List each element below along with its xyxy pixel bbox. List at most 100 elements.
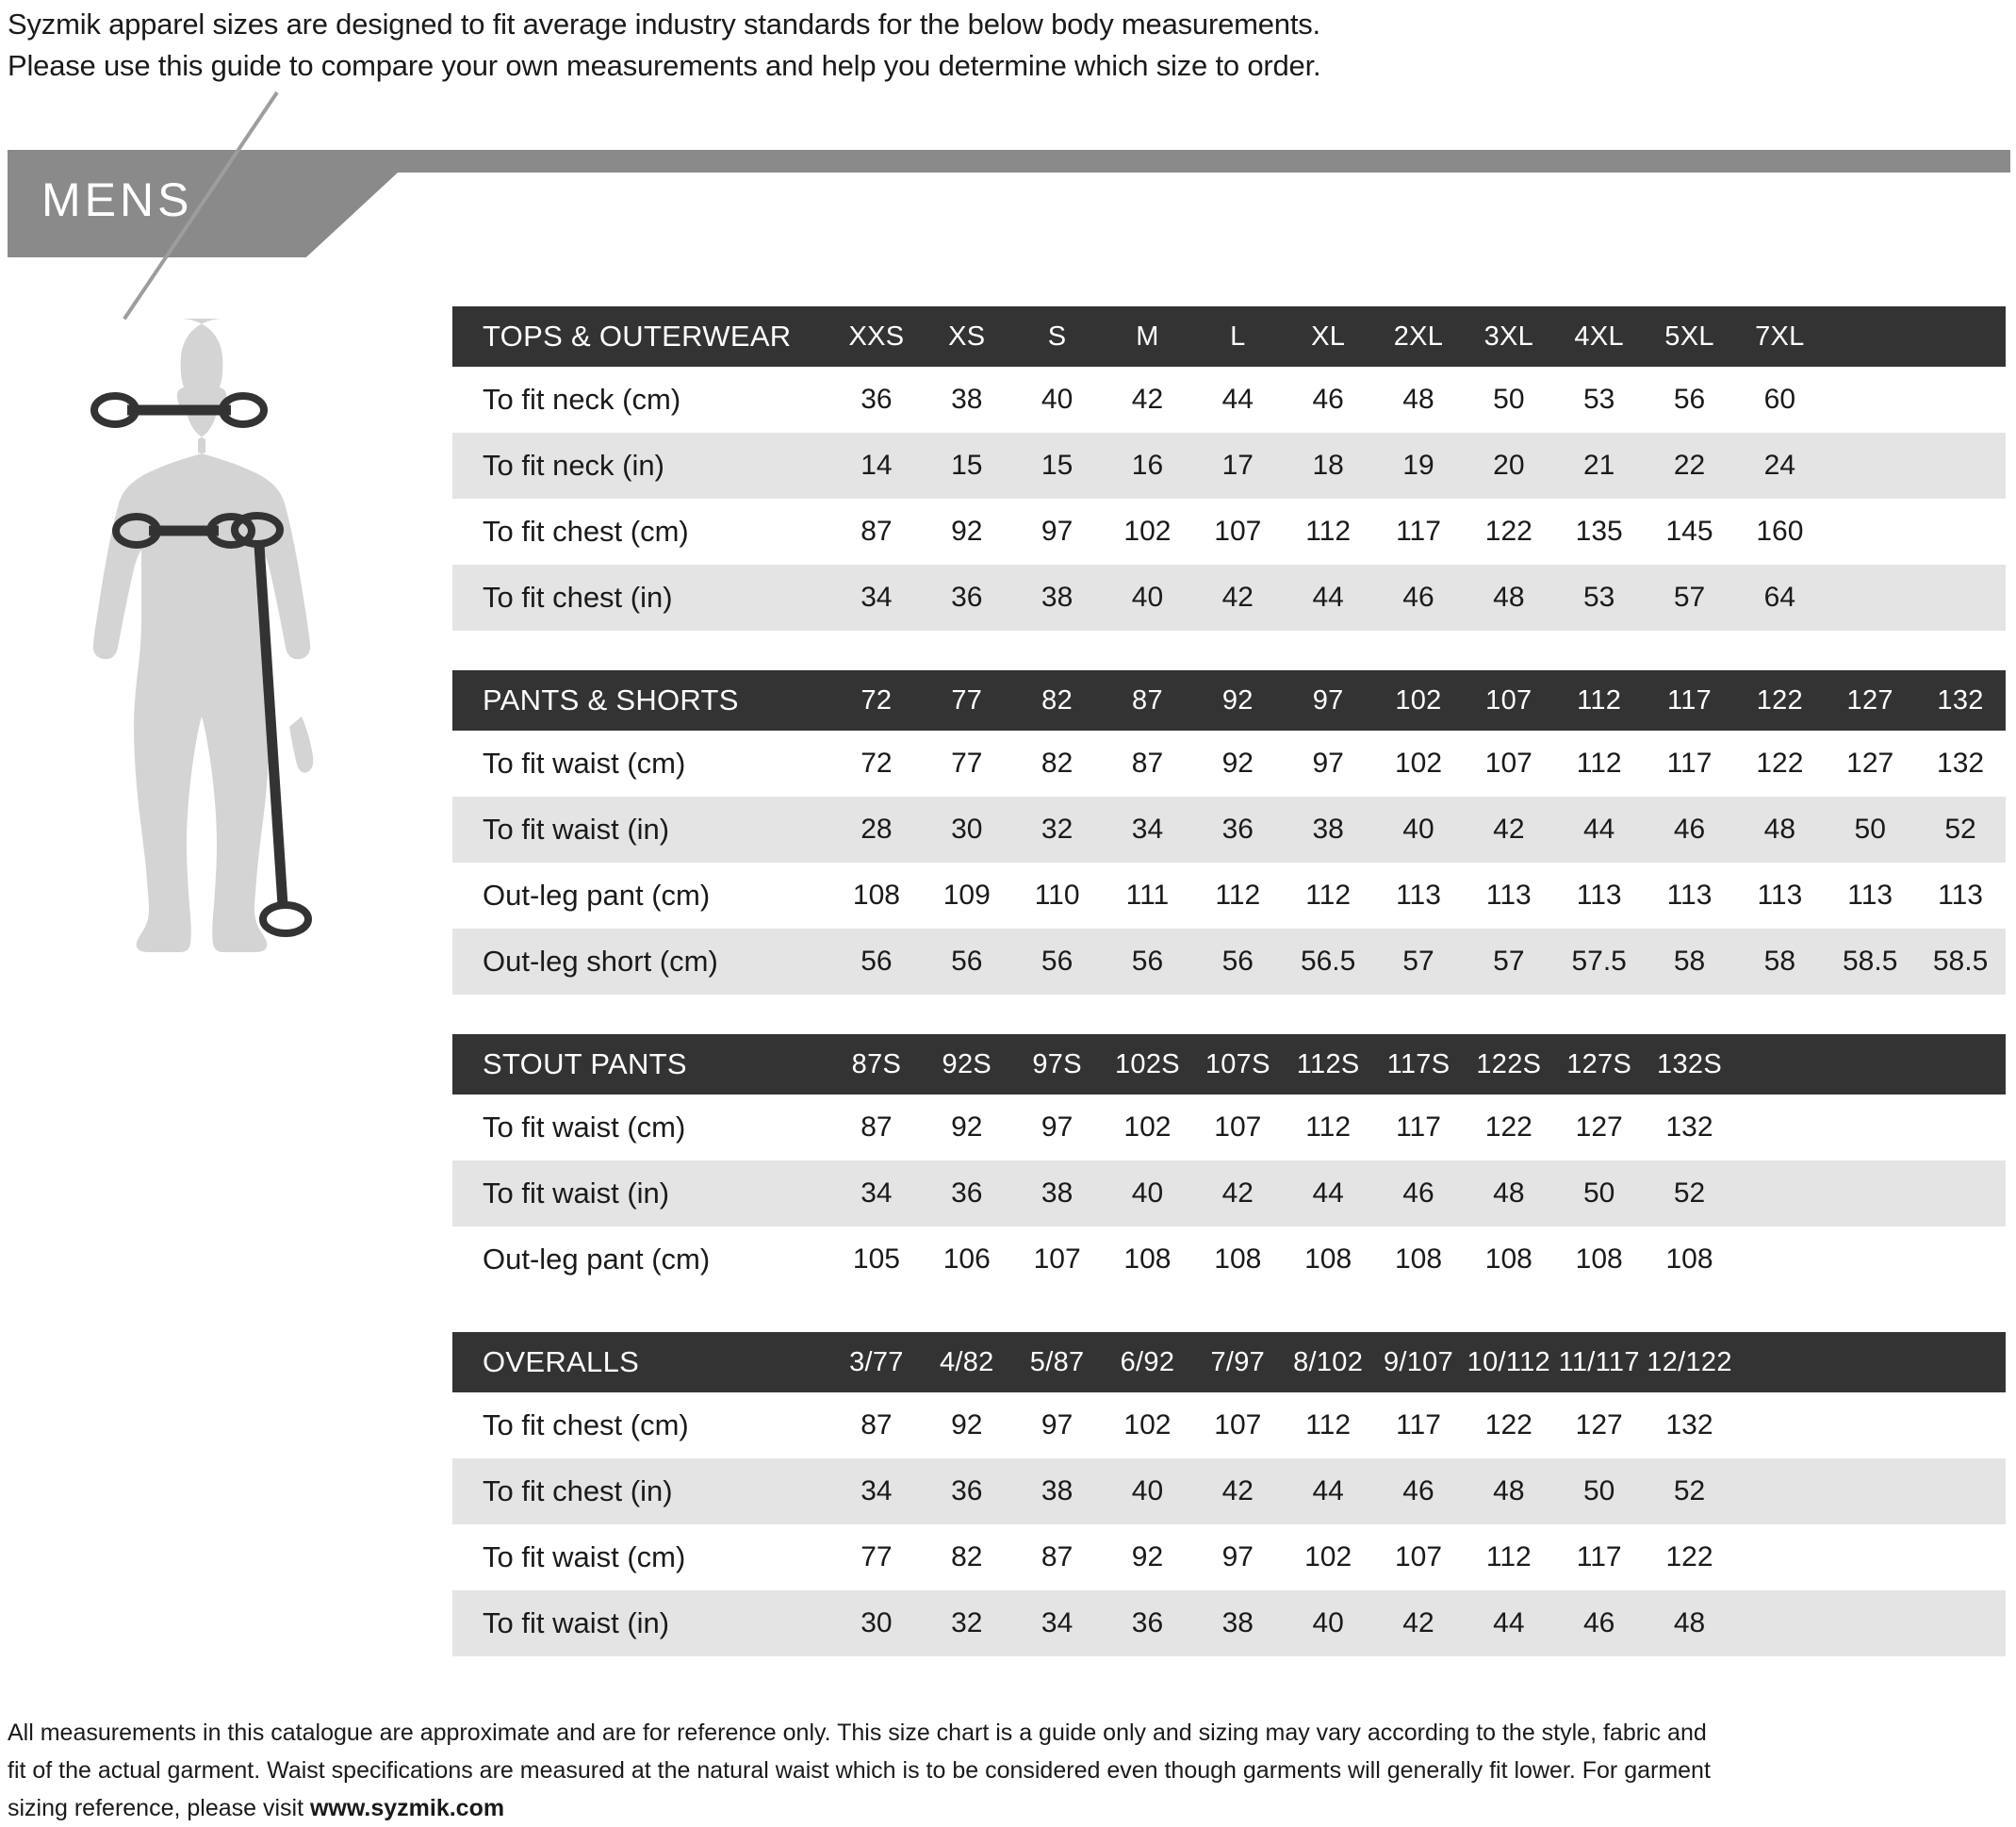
table-cell: 22 xyxy=(1644,433,1735,499)
table-cell: 112 xyxy=(1283,1095,1374,1160)
table-cell xyxy=(1825,1095,1916,1160)
table-cell: 117 xyxy=(1373,1095,1464,1160)
column-header: 4XL xyxy=(1553,306,1645,367)
column-header xyxy=(1734,1332,1826,1392)
table-cell xyxy=(1915,433,2006,499)
table-cell: 36 xyxy=(1192,797,1284,863)
table-cell: 87 xyxy=(1102,731,1193,797)
table-cell: 92 xyxy=(1102,1524,1193,1590)
row-label: Out-leg pant (cm) xyxy=(452,1226,831,1292)
table-cell: 113 xyxy=(1734,863,1826,929)
table-cell: 42 xyxy=(1192,1160,1284,1226)
table-cell: 77 xyxy=(831,1524,922,1590)
body-silhouette-icon xyxy=(92,319,314,952)
syzmik-website-link[interactable]: www.syzmik.com xyxy=(309,1795,505,1821)
table-cell: 108 xyxy=(1553,1226,1645,1292)
size-table-stout-pants: STOUT PANTS 87S 92S 97S 102S 107S 112S 117S 122S… xyxy=(452,1034,2006,1292)
table-cell: 53 xyxy=(1553,367,1645,433)
table-cell: 34 xyxy=(831,565,922,631)
table-cell xyxy=(1734,1392,1826,1458)
table-cell: 34 xyxy=(1102,797,1193,863)
table-cell: 132 xyxy=(1644,1095,1735,1160)
column-header: XXS xyxy=(831,306,922,367)
table-cell: 50 xyxy=(1463,367,1554,433)
table-cell: 40 xyxy=(1011,367,1103,433)
table-row: Out-leg pant (cm) 105 106 107 108 108 108 108 10… xyxy=(452,1226,2006,1292)
table-cell xyxy=(1825,1590,1916,1656)
table-row: To fit waist (in) 34 36 38 40 42 44 46 48 50 52 xyxy=(452,1160,2006,1226)
column-header: 9/107 xyxy=(1373,1332,1464,1392)
column-header: 5/87 xyxy=(1011,1332,1103,1392)
table-cell: 44 xyxy=(1192,367,1284,433)
column-header: XS xyxy=(921,306,1012,367)
column-header: 72 xyxy=(831,670,922,731)
table-cell: 108 xyxy=(1192,1226,1284,1292)
table-row: To fit waist (in) 28 30 32 34 36 38 40 42 44 46 48 5… xyxy=(452,797,2006,863)
table-cell: 87 xyxy=(831,1095,922,1160)
column-header: 107 xyxy=(1463,670,1554,731)
table-cell: 18 xyxy=(1283,433,1374,499)
table-cell: 44 xyxy=(1283,1160,1374,1226)
table-cell: 42 xyxy=(1463,797,1554,863)
table-cell: 87 xyxy=(831,1392,922,1458)
column-header: 3XL xyxy=(1463,306,1554,367)
table-cell: 58 xyxy=(1644,929,1735,995)
table-cell xyxy=(1825,367,1916,433)
table-cell: 107 xyxy=(1463,731,1554,797)
table-cell: 87 xyxy=(831,499,922,565)
table-cell: 112 xyxy=(1553,731,1645,797)
table-cell xyxy=(1915,565,2006,631)
column-header: 77 xyxy=(921,670,1012,731)
table-cell: 48 xyxy=(1463,1458,1554,1524)
table-cell: 56 xyxy=(1102,929,1193,995)
table-cell: 52 xyxy=(1644,1160,1735,1226)
column-header xyxy=(1915,306,2006,367)
table-cell: 109 xyxy=(921,863,1012,929)
table-cell: 48 xyxy=(1463,565,1554,631)
table-cell: 38 xyxy=(1011,1458,1103,1524)
row-label: To fit waist (cm) xyxy=(452,1524,831,1590)
column-header: M xyxy=(1102,306,1193,367)
table-cell: 16 xyxy=(1102,433,1193,499)
table-cell: 102 xyxy=(1102,1095,1193,1160)
table-cell: 50 xyxy=(1553,1458,1645,1524)
table-cell: 113 xyxy=(1644,863,1735,929)
table-cell: 46 xyxy=(1644,797,1735,863)
table-cell: 112 xyxy=(1283,863,1374,929)
table-cell: 108 xyxy=(1463,1226,1554,1292)
table-row: To fit chest (in) 34 36 38 40 42 44 46 48 53 57 64 xyxy=(452,565,2006,631)
row-label: To fit chest (cm) xyxy=(452,1392,831,1458)
size-tables-container: TOPS & OUTERWEAR XXS XS S M L XL 2XL 3XL 4XL 5XL 7X… xyxy=(452,306,2006,1696)
table-cell: 77 xyxy=(921,731,1012,797)
table-cell xyxy=(1825,499,1916,565)
column-header: 11/117 xyxy=(1553,1332,1645,1392)
row-label: To fit waist (in) xyxy=(452,797,831,863)
column-header xyxy=(1825,306,1916,367)
row-label: To fit neck (in) xyxy=(452,433,831,499)
table-cell: 64 xyxy=(1734,565,1826,631)
column-header: 3/77 xyxy=(831,1332,922,1392)
table-header-title: PANTS & SHORTS xyxy=(452,670,831,731)
table-header-row: PANTS & SHORTS 72 77 82 87 92 97 102 107 112 117 12… xyxy=(452,670,2006,731)
table-cell xyxy=(1915,1458,2006,1524)
table-cell: 28 xyxy=(831,797,922,863)
table-cell: 82 xyxy=(921,1524,1012,1590)
table-cell: 117 xyxy=(1373,499,1464,565)
intro-line-1: Syzmik apparel sizes are designed to fit… xyxy=(8,8,1320,41)
table-cell: 36 xyxy=(921,1160,1012,1226)
footer-line-2: fit of the actual garment. Waist specifi… xyxy=(8,1757,1711,1784)
table-cell: 30 xyxy=(921,797,1012,863)
table-cell: 17 xyxy=(1192,433,1284,499)
table-header-row: TOPS & OUTERWEAR XXS XS S M L XL 2XL 3XL 4XL 5XL 7X… xyxy=(452,306,2006,367)
table-cell: 42 xyxy=(1192,1458,1284,1524)
table-row: To fit chest (in) 34 36 38 40 42 44 46 48 50 52 xyxy=(452,1458,2006,1524)
table-cell: 122 xyxy=(1644,1524,1735,1590)
table-cell: 40 xyxy=(1373,797,1464,863)
table-cell: 102 xyxy=(1102,1392,1193,1458)
table-cell: 107 xyxy=(1192,499,1284,565)
table-cell: 20 xyxy=(1463,433,1554,499)
table-cell: 14 xyxy=(831,433,922,499)
table-cell: 32 xyxy=(921,1590,1012,1656)
table-cell: 46 xyxy=(1373,1458,1464,1524)
chest-measure-indicator xyxy=(90,392,268,428)
